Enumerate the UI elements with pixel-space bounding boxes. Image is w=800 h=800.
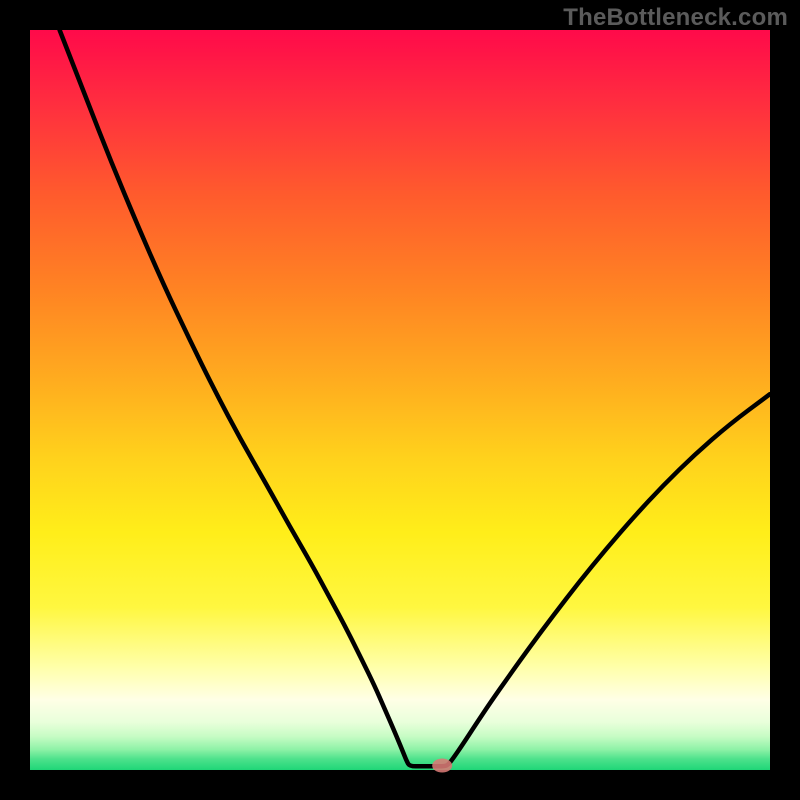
- plot-background-gradient: [30, 30, 770, 770]
- optimum-marker: [432, 759, 452, 773]
- watermark-text: TheBottleneck.com: [563, 4, 788, 32]
- bottleneck-curve-chart: [0, 0, 800, 800]
- chart-canvas: TheBottleneck.com: [0, 0, 800, 800]
